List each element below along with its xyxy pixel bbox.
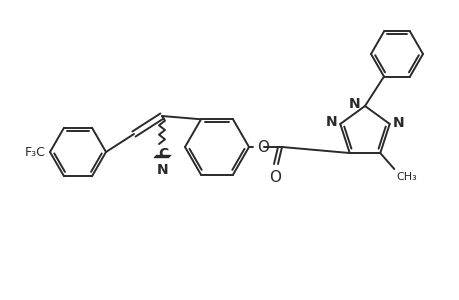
Text: N: N: [392, 116, 403, 130]
Text: C: C: [157, 147, 168, 161]
Text: O: O: [269, 170, 280, 185]
Text: N: N: [157, 163, 168, 177]
Text: O: O: [257, 140, 269, 154]
Text: F₃C: F₃C: [25, 146, 46, 158]
Text: N: N: [347, 97, 359, 111]
Text: N: N: [325, 115, 336, 129]
Text: CH₃: CH₃: [395, 172, 416, 182]
